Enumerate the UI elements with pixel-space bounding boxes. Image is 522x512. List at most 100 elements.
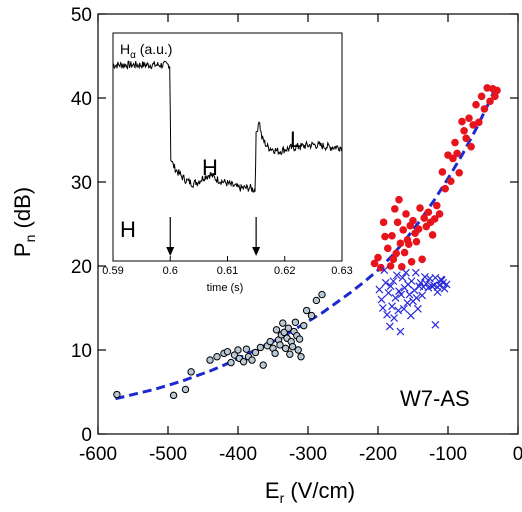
red-point [455, 168, 464, 177]
red-point [395, 195, 403, 204]
grey-point [113, 390, 121, 399]
red-point [460, 126, 468, 135]
inset-arrow-head [252, 247, 261, 256]
red-point [405, 240, 413, 248]
data-points [113, 84, 501, 400]
red-point [388, 231, 396, 240]
blue-x-point [420, 272, 429, 281]
blue-x-point [411, 268, 420, 277]
fit-curve [115, 83, 499, 401]
red-point [491, 92, 499, 101]
blue-x-point [418, 291, 427, 300]
red-point [393, 218, 402, 227]
red-point [451, 138, 459, 147]
grey-point [318, 290, 326, 299]
red-point [483, 84, 492, 92]
red-point [377, 263, 385, 272]
grey-point [251, 348, 260, 357]
grey-point [206, 356, 214, 364]
grey-point [187, 368, 195, 376]
blue-x-point [383, 310, 392, 319]
x-tick-label: -300 [289, 444, 327, 465]
annotation-w7as: W7-AS [400, 386, 470, 411]
red-point [389, 255, 398, 264]
blue-x-point [391, 293, 400, 302]
grey-point [242, 345, 251, 353]
grey-point [213, 353, 221, 361]
x-tick-label: -400 [219, 444, 257, 465]
y-tick-label: 10 [71, 341, 92, 362]
x-tick-label: 0 [513, 444, 522, 465]
grey-point [181, 385, 190, 394]
red-point [414, 225, 423, 233]
red-point [374, 253, 382, 262]
blue-x-point [389, 277, 398, 286]
red-point [399, 226, 408, 234]
blue-x-point [403, 299, 412, 307]
red-point [480, 105, 489, 113]
grey-point [234, 346, 242, 354]
grey-point [286, 350, 294, 358]
grey-point [288, 342, 297, 351]
inset-x-title: time (s) [207, 282, 244, 294]
blue-x-point [377, 295, 386, 304]
grey-point [259, 361, 267, 369]
red-point [386, 262, 395, 270]
red-point [472, 100, 480, 109]
blue-x-point [422, 279, 431, 288]
red-point [435, 210, 444, 218]
x-tick-label: -100 [429, 444, 467, 465]
blue-x-point [402, 268, 410, 277]
y-tick-label: 40 [71, 89, 92, 110]
grey-point [239, 358, 248, 366]
inset-trace [112, 60, 342, 193]
main-ticks: -600 -500 -400 -300 -200 -100 0 0 10 20 30 40 50 [71, 5, 522, 465]
red-point [433, 201, 441, 210]
blue-x-point [431, 320, 440, 329]
grey-point [271, 349, 279, 358]
blue-x-point [407, 277, 416, 286]
inset-anno-l: L [290, 127, 302, 152]
red-point [409, 216, 417, 225]
x-tick-label: -500 [149, 444, 187, 465]
red-point [493, 86, 501, 95]
red-point [407, 258, 416, 266]
red-point [424, 208, 433, 217]
red-point [402, 210, 410, 218]
red-point [398, 263, 406, 271]
blue-x-point [406, 311, 415, 320]
grey-point [279, 319, 287, 327]
grey-point [284, 324, 293, 332]
y-axis-title: Pn (dB) [10, 187, 38, 257]
inset-x-tick-label: 0.62 [274, 265, 295, 277]
red-point [391, 205, 399, 213]
blue-x-point [398, 273, 407, 282]
red-point [486, 97, 494, 106]
grey-point [272, 326, 281, 334]
blue-x-point [384, 288, 393, 297]
grey-point [300, 321, 308, 330]
red-point [392, 249, 401, 258]
blue-x-point [399, 304, 408, 313]
red-point [467, 142, 475, 151]
blue-x-point [386, 282, 395, 291]
blue-x-point [381, 278, 390, 287]
red-point [438, 168, 447, 176]
red-point [428, 231, 437, 239]
grey-point [281, 344, 290, 353]
red-point [458, 117, 466, 126]
blue-x-point [390, 314, 399, 323]
grey-point [294, 346, 302, 354]
red-point [384, 244, 392, 253]
grey-point [223, 347, 232, 356]
inset-x-tick-label: 0.63 [331, 265, 352, 277]
inset-arrows [166, 217, 261, 256]
inset-x-tick-label: 0.61 [217, 265, 238, 277]
x-tick-label: -600 [79, 444, 117, 465]
grey-point [297, 353, 305, 361]
red-point [416, 204, 424, 212]
x-tick-label: -200 [359, 444, 397, 465]
blue-x-point [396, 327, 405, 336]
red-point [475, 118, 483, 127]
